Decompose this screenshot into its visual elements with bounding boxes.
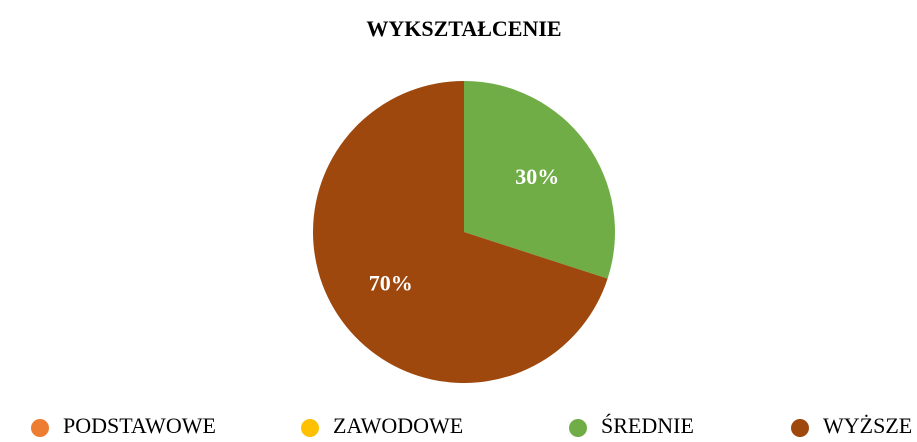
- pie-slice: [464, 81, 615, 279]
- data-label: 30%: [515, 164, 559, 189]
- legend-label: WYŻSZE: [823, 413, 912, 438]
- chart-title: WYKSZTAŁCENIE: [366, 16, 561, 41]
- legend-label: PODSTAWOWE: [63, 413, 216, 438]
- data-label: 70%: [369, 270, 413, 295]
- pie-slice: [313, 81, 608, 383]
- legend-swatch: [31, 419, 49, 437]
- legend-swatch: [301, 419, 319, 437]
- legend-label: ŚREDNIE: [601, 413, 694, 438]
- legend-swatch: [791, 419, 809, 437]
- legend-swatch: [569, 419, 587, 437]
- legend-label: ZAWODOWE: [333, 413, 463, 438]
